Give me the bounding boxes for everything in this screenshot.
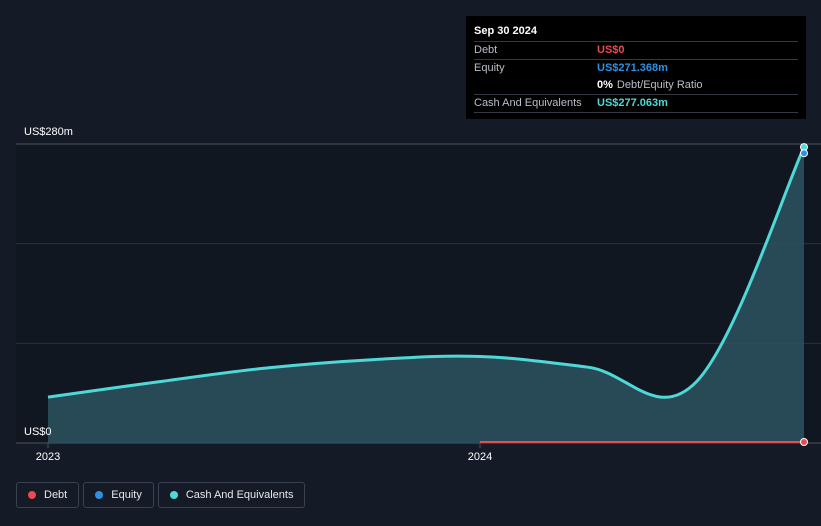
- tooltip-ratio-value: 0%: [597, 79, 613, 91]
- legend: Debt Equity Cash And Equivalents: [16, 482, 306, 508]
- axis-layer: US$0 US$280m 2023 2024: [24, 126, 492, 463]
- tooltip-cash-value: US$277.063m: [597, 97, 668, 109]
- tooltip-debt-value: US$0: [597, 44, 625, 56]
- legend-item-equity[interactable]: Equity: [83, 482, 154, 508]
- legend-cash-label: Cash And Equivalents: [185, 489, 294, 501]
- legend-equity-label: Equity: [111, 489, 142, 501]
- tooltip-row-debt: Debt US$0: [474, 41, 798, 59]
- y-tick-label: US$0: [24, 426, 52, 438]
- tooltip-equity-value: US$271.368m: [597, 62, 668, 74]
- line-layer: [47, 146, 806, 443]
- debt-dot-icon: [28, 491, 36, 499]
- legend-item-cash[interactable]: Cash And Equivalents: [157, 482, 306, 508]
- tooltip-debt-label: Debt: [474, 44, 498, 56]
- debt-point-marker: [800, 438, 808, 446]
- tooltip-row-equity: Equity US$271.368m: [474, 59, 798, 77]
- equity-point-marker: [800, 149, 808, 158]
- x-tick-label: 2024: [468, 451, 492, 463]
- tooltip-date: Sep 30 2024: [474, 25, 537, 37]
- tooltip-equity-label: Equity: [474, 62, 505, 74]
- cash-area: [48, 147, 804, 443]
- equity-dot-icon: [95, 491, 104, 499]
- y-tick-label: US$280m: [24, 126, 73, 138]
- tooltip-panel: Sep 30 2024 Debt US$0 Equity US$271.368m…: [466, 16, 806, 119]
- tooltip-ratio-label: Debt/Equity Ratio: [616, 79, 703, 91]
- area-layer: [48, 147, 804, 443]
- x-tick-label: 2023: [36, 451, 60, 463]
- tooltip-row-ratio: 0% Debt/Equity Ratio: [474, 77, 798, 94]
- tooltip-row-cash: Cash And Equivalents US$277.063m: [474, 94, 798, 113]
- cash-line: [47, 146, 806, 399]
- cash-dot-icon: [169, 491, 178, 499]
- legend-item-debt[interactable]: Debt: [16, 482, 80, 508]
- legend-debt-label: Debt: [44, 489, 68, 501]
- tooltip-cash-label: Cash And Equivalents: [474, 97, 582, 109]
- marker-layer: [800, 143, 808, 446]
